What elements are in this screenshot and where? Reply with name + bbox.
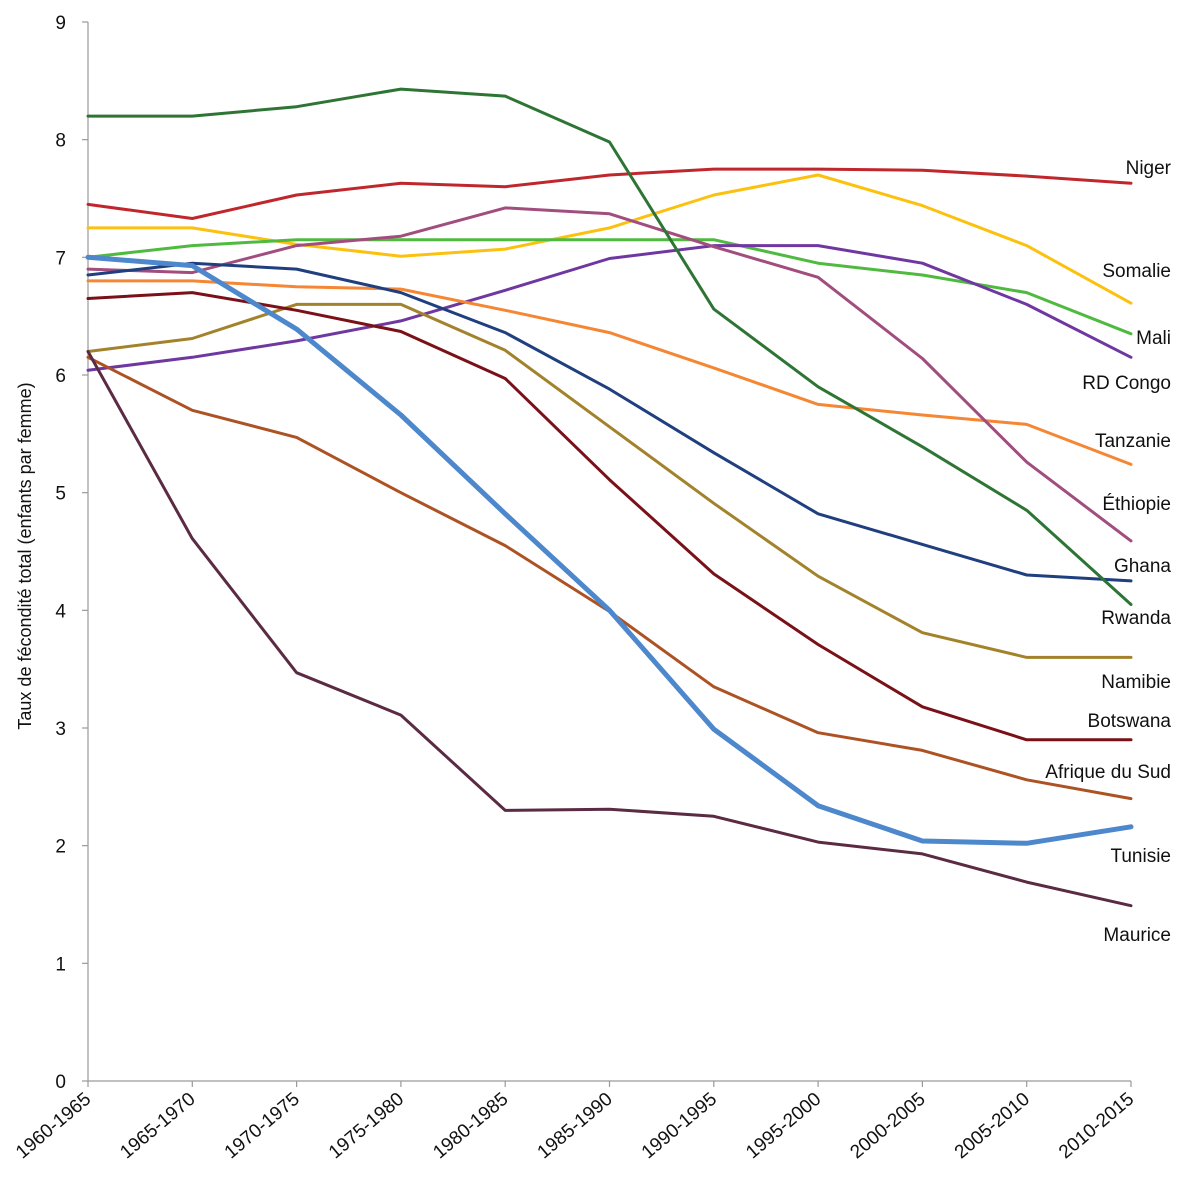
x-tick-label: 2005-2010	[951, 1089, 1034, 1164]
series-label-niger: Niger	[1126, 158, 1172, 179]
x-tick-label: 1985-1990	[534, 1089, 617, 1164]
series-label-somalie: Somalie	[1102, 261, 1171, 282]
series-label-botswana: Botswana	[1088, 711, 1172, 732]
series-line-botswana	[86, 291, 1133, 742]
y-tick-label: 5	[55, 484, 66, 505]
x-tick-label: 1995-2000	[742, 1089, 825, 1164]
y-tick-label: 4	[55, 601, 66, 622]
y-tick-label: 0	[55, 1072, 66, 1093]
series-line-somalie	[86, 173, 1133, 305]
x-tick-label: 1970-1975	[221, 1089, 304, 1164]
y-tick-label: 6	[55, 366, 66, 387]
y-tick-labels: 0 1 2 3 4 5 6 7 8 9	[55, 13, 66, 1093]
series-line-mali	[86, 238, 1133, 336]
x-tick-label: 1965-1970	[116, 1089, 199, 1164]
x-tick-label: 1960-1965	[12, 1089, 95, 1164]
y-tick-label: 7	[55, 248, 66, 269]
series-line-rwanda	[86, 87, 1133, 606]
series-label-afrique-du-sud: Afrique du Sud	[1045, 762, 1171, 783]
y-tick-label: 2	[55, 837, 66, 858]
series-line-ethiopie	[86, 206, 1133, 543]
x-tick-label: 1975-1980	[325, 1089, 408, 1164]
series-label-maurice: Maurice	[1103, 925, 1171, 946]
y-tick-label: 1	[55, 954, 66, 975]
series-label-namibie: Namibie	[1101, 672, 1171, 693]
x-tick-label: 2000-2005	[847, 1089, 930, 1164]
axes	[82, 21, 1132, 1087]
series-line-ghana	[86, 261, 1133, 583]
series-line-afrique-du-sud	[86, 355, 1133, 801]
x-tick-label: 2010-2015	[1055, 1089, 1138, 1164]
x-tick-labels: 1960-1965 1965-1970 1970-1975 1975-1980 1980…	[12, 1089, 1138, 1164]
x-tick-label: 1980-1985	[429, 1089, 512, 1164]
series-label-ghana: Ghana	[1114, 556, 1171, 577]
series-labels: Niger Somalie Mali RD Congo Tanzanie Éthiopie…	[1045, 158, 1171, 946]
series-line-rd-congo	[86, 244, 1133, 372]
series-label-tunisie: Tunisie	[1110, 846, 1171, 867]
series-line-niger	[86, 167, 1133, 220]
series-label-tanzanie: Tanzanie	[1095, 431, 1171, 452]
series-line-tunisie	[85, 254, 1134, 846]
series-line-namibie	[86, 302, 1133, 659]
series-label-ethiopie: Éthiopie	[1102, 494, 1171, 515]
series-line-tanzanie	[86, 279, 1133, 466]
series-lines	[85, 87, 1134, 908]
y-axis-title: Taux de fécondité total (enfants par fem…	[15, 382, 35, 729]
series-line-maurice	[86, 350, 1133, 908]
y-tick-label: 3	[55, 719, 66, 740]
y-tick-label: 8	[55, 131, 66, 152]
series-label-mali: Mali	[1136, 328, 1171, 349]
series-label-rwanda: Rwanda	[1101, 608, 1171, 629]
y-tick-label: 9	[55, 13, 66, 34]
series-label-rd-congo: RD Congo	[1082, 373, 1171, 394]
x-tick-label: 1990-1995	[638, 1089, 721, 1164]
